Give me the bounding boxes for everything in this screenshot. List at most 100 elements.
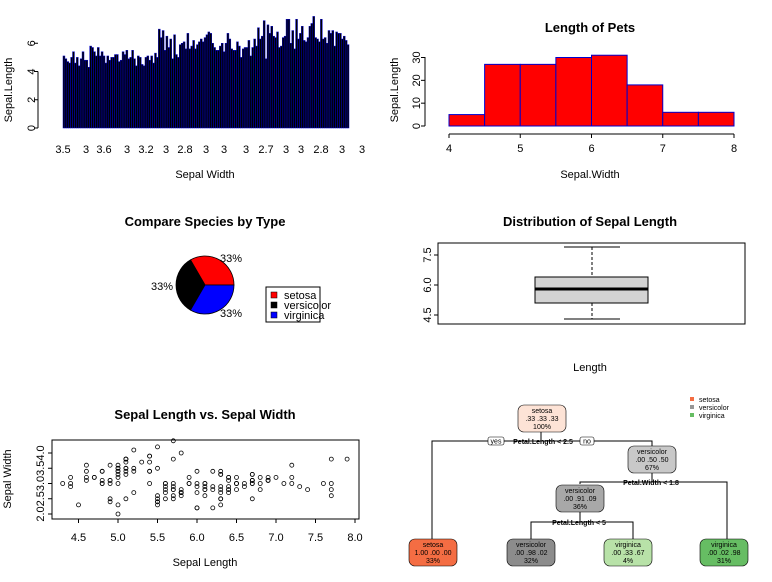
bar	[106, 55, 110, 129]
bar	[333, 45, 336, 129]
bar	[280, 45, 283, 129]
y-axis-label: Sepal.Length	[389, 58, 401, 123]
data-point	[91, 474, 97, 480]
data-point	[226, 474, 232, 480]
data-point	[84, 462, 89, 468]
bar	[236, 41, 239, 129]
bar	[110, 57, 113, 129]
bar	[76, 57, 79, 129]
data-point	[178, 487, 184, 493]
pie-label: 33%	[220, 308, 242, 320]
bar	[272, 35, 275, 129]
boxplot-panel: Distribution of Sepal Length 4.5 6.0 7.5 L…	[422, 214, 746, 374]
node-class: versicolor	[516, 542, 547, 549]
bar	[142, 65, 146, 129]
bar	[173, 34, 176, 129]
bar	[268, 33, 272, 129]
no-tag	[579, 436, 595, 446]
data-point	[123, 471, 129, 477]
bar	[325, 43, 329, 129]
bar	[68, 62, 71, 129]
bar	[224, 43, 228, 129]
node-class: versicolor	[565, 488, 596, 495]
split-label: Petal.Length < 5	[552, 520, 606, 527]
bar	[283, 35, 287, 129]
bar	[302, 40, 306, 129]
bar	[316, 38, 319, 129]
bar-series	[62, 16, 350, 129]
bar	[148, 59, 151, 129]
bar	[200, 38, 203, 129]
bar	[222, 51, 226, 129]
data-point	[68, 481, 73, 486]
bar	[226, 33, 230, 129]
bar	[295, 18, 298, 129]
y-tick-label: 2.5	[35, 491, 47, 506]
data-point	[297, 484, 303, 490]
bar	[289, 43, 293, 129]
data-point	[147, 468, 153, 474]
bar	[249, 55, 253, 129]
bar	[70, 57, 73, 129]
bar	[184, 48, 188, 129]
node-box	[408, 538, 458, 567]
bar	[154, 52, 157, 129]
data-point	[162, 481, 168, 486]
tree-node: virginica .00 .02 .98 31%	[699, 538, 749, 567]
bar	[144, 57, 148, 129]
tree-edges	[431, 430, 728, 541]
data-point	[155, 496, 160, 502]
scatter-points	[60, 438, 350, 517]
data-point	[162, 490, 168, 496]
bar	[135, 65, 138, 129]
legend-label: setosa	[284, 290, 317, 302]
plot-frame	[51, 439, 360, 520]
data-point	[328, 456, 334, 462]
bar	[118, 61, 121, 129]
y-tick-label: 30	[411, 51, 423, 63]
data-point	[202, 487, 208, 493]
x-tick-labels: 3.5 3 3.6 3 3.2 3 2.8 3 3 3 2.7 3 3 2.8 3 3	[55, 144, 365, 156]
data-point	[218, 502, 224, 508]
legend-swatch	[270, 301, 278, 309]
x-tick-label: 7.0	[268, 532, 283, 544]
data-point	[202, 493, 208, 499]
chart-title: Distribution of Sepal Length	[503, 214, 677, 229]
data-point	[320, 481, 326, 486]
y-tick-label: 3.5	[35, 461, 47, 476]
data-point	[155, 444, 160, 450]
bar	[228, 38, 232, 129]
data-point	[131, 468, 137, 474]
bar	[85, 59, 89, 129]
histogram-bar	[697, 111, 735, 127]
data-point	[249, 471, 255, 477]
data-point	[115, 471, 121, 477]
data-point	[123, 459, 129, 465]
bar	[182, 41, 186, 129]
x-tick-label: 3	[243, 144, 249, 156]
data-point	[131, 447, 137, 453]
data-point	[139, 459, 145, 465]
x-tick-label: 3	[359, 144, 365, 156]
data-point	[257, 481, 263, 486]
bar	[66, 61, 69, 129]
bar	[186, 33, 190, 129]
data-point	[155, 499, 160, 505]
bar	[322, 38, 325, 129]
data-point	[178, 490, 184, 496]
data-point	[265, 477, 271, 483]
bar	[314, 37, 317, 129]
data-point	[218, 471, 224, 477]
chart-title: Length of Pets	[545, 20, 635, 35]
y-tick-label: 4	[26, 68, 38, 74]
histogram-bars	[448, 54, 735, 127]
bar	[285, 18, 289, 129]
bar	[219, 45, 222, 129]
bar	[323, 37, 327, 129]
bar	[346, 44, 350, 129]
x-tick-label: 3	[283, 144, 289, 156]
node-values: 1.00 .00 .00	[415, 550, 452, 557]
data-point	[84, 468, 89, 474]
data-point	[249, 496, 255, 502]
